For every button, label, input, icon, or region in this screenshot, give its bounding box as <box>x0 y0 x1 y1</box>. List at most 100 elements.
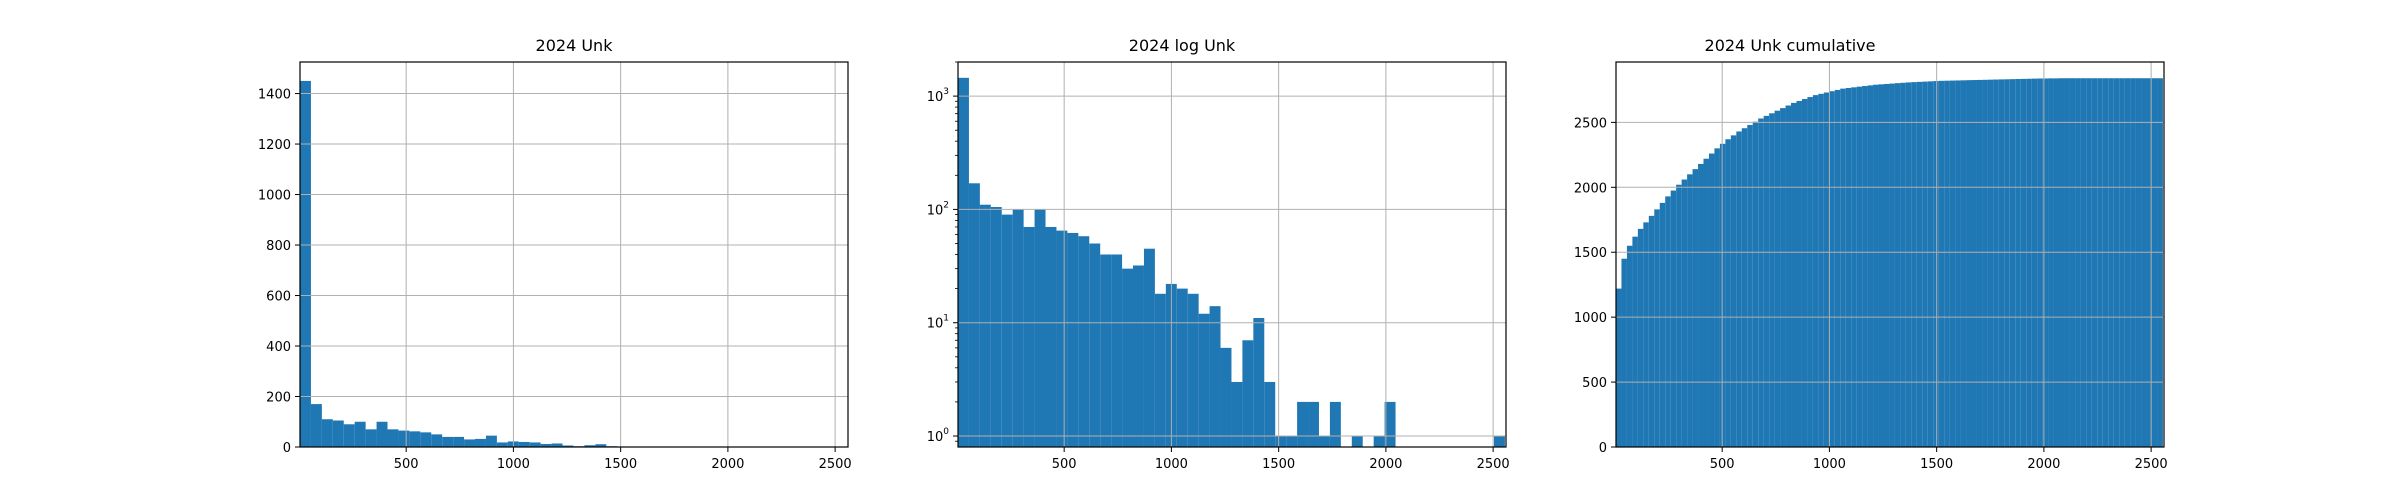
histogram-bar <box>1971 80 1977 448</box>
histogram-bar <box>496 442 508 447</box>
histogram-bar <box>1632 236 1638 447</box>
histogram-bar <box>1045 226 1057 447</box>
histogram-bar <box>2119 78 2125 448</box>
histogram-bar <box>343 424 355 447</box>
histogram-bar <box>2157 78 2163 448</box>
histogram-bar <box>1938 80 1945 447</box>
histogram-bar <box>1012 209 1024 447</box>
histogram-bar <box>1122 268 1134 447</box>
histogram-bar <box>1949 80 1956 447</box>
histogram-bar <box>431 434 443 447</box>
histogram-bar <box>1143 248 1155 447</box>
y-tick-label: 103 <box>927 87 949 105</box>
y-tick-label: 1500 <box>1574 246 1607 261</box>
histogram-bar <box>1034 209 1046 447</box>
y-tick-label: 2500 <box>1574 116 1607 131</box>
histogram-bar <box>1752 121 1759 447</box>
histogram-bar <box>1714 148 1720 448</box>
y-tick-label: 100 <box>927 427 950 445</box>
y-tick-label: 800 <box>266 239 291 254</box>
histogram-bar <box>1100 254 1112 447</box>
x-tick-label: 2000 <box>711 457 744 472</box>
histogram-bar <box>1905 82 1912 447</box>
histogram-bar <box>1845 87 1852 448</box>
histogram-bar <box>1873 84 1879 447</box>
histogram-bar <box>1187 293 1199 447</box>
histogram-bar <box>1637 228 1644 447</box>
histogram-bar <box>1023 226 1035 447</box>
histogram-bar <box>1922 81 1928 447</box>
histogram-bar <box>529 442 541 447</box>
histogram-bar <box>2004 79 2010 448</box>
histogram-bar <box>2020 78 2027 447</box>
histogram-bar <box>2031 78 2038 447</box>
x-tick-label: 1500 <box>1920 457 1953 472</box>
histogram-bar <box>1763 115 1770 447</box>
histogram-bar <box>2108 78 2114 448</box>
histogram-bar <box>1198 313 1210 447</box>
histogram-bar <box>1785 105 1792 448</box>
histogram-bar <box>1154 293 1166 447</box>
histogram-bar <box>1351 436 1363 447</box>
x-tick-label: 500 <box>1052 457 1077 472</box>
histogram-bar <box>2146 78 2152 448</box>
x-tick-label: 2500 <box>819 457 852 472</box>
histogram-bar <box>1867 85 1874 447</box>
histogram-bar <box>1774 110 1781 447</box>
histogram-bar <box>1894 83 1901 448</box>
histogram-bar <box>1659 202 1666 447</box>
histogram-bar <box>1220 347 1232 447</box>
histogram-bar <box>1253 318 1265 447</box>
histogram-bar <box>2053 78 2060 448</box>
histogram-bar <box>562 445 574 447</box>
x-tick-label: 500 <box>394 457 419 472</box>
histogram-bar <box>1708 153 1715 447</box>
histogram-bar <box>2026 78 2032 447</box>
histogram-bar <box>409 431 421 447</box>
histogram-bar <box>1318 436 1330 447</box>
y-tick-label: 0 <box>283 441 291 456</box>
histogram-bar <box>1626 245 1633 447</box>
histogram-bar <box>2130 78 2136 448</box>
y-tick-label: 101 <box>927 314 949 332</box>
histogram-bar <box>1883 83 1890 448</box>
histogram-bar <box>584 445 596 447</box>
histogram-bar <box>2015 79 2021 447</box>
histogram-bar <box>2124 78 2131 448</box>
histogram-bar <box>1862 86 1868 448</box>
histogram-bar <box>453 436 465 447</box>
axes-frame <box>1615 61 2165 448</box>
histogram-panel-log: 2024 log Unk 500 1000 1500 2000 2500 100 101 10… <box>927 36 1510 472</box>
x-tick-label: 1500 <box>1262 457 1295 472</box>
histogram-bar <box>2009 79 2016 448</box>
histogram-bar <box>1209 306 1221 447</box>
histogram-bar <box>1665 196 1671 447</box>
histogram-bar <box>1308 401 1319 447</box>
histogram-bar <box>1681 179 1688 448</box>
histogram-bar <box>1056 230 1068 447</box>
y-tick-label: 0 <box>1599 441 1607 456</box>
histogram-bar <box>1966 80 1972 448</box>
histogram-bar <box>2113 78 2120 448</box>
histogram-bar <box>442 436 454 447</box>
x-tick-label: 2500 <box>2135 457 2168 472</box>
histogram-bar <box>1676 184 1682 447</box>
histogram-bar <box>1493 436 1505 447</box>
histogram-bar <box>2059 78 2065 448</box>
histogram-bar <box>1329 401 1341 447</box>
x-tick-label: 2500 <box>1477 457 1510 472</box>
histogram-bar <box>551 443 563 447</box>
histogram-bar <box>464 439 476 447</box>
histogram-bar <box>300 80 311 448</box>
histogram-bar <box>2091 78 2098 448</box>
histogram-bar <box>1944 80 1950 447</box>
histogram-bar <box>518 441 530 447</box>
y-tick-label: 600 <box>266 290 291 305</box>
histogram-bar <box>1769 113 1775 448</box>
y-tick-label: 1400 <box>258 88 291 103</box>
histogram-bar <box>1976 79 1983 447</box>
histogram-bar <box>1747 124 1753 448</box>
x-tick-label: 1000 <box>1813 457 1846 472</box>
histogram-bar <box>354 421 366 447</box>
